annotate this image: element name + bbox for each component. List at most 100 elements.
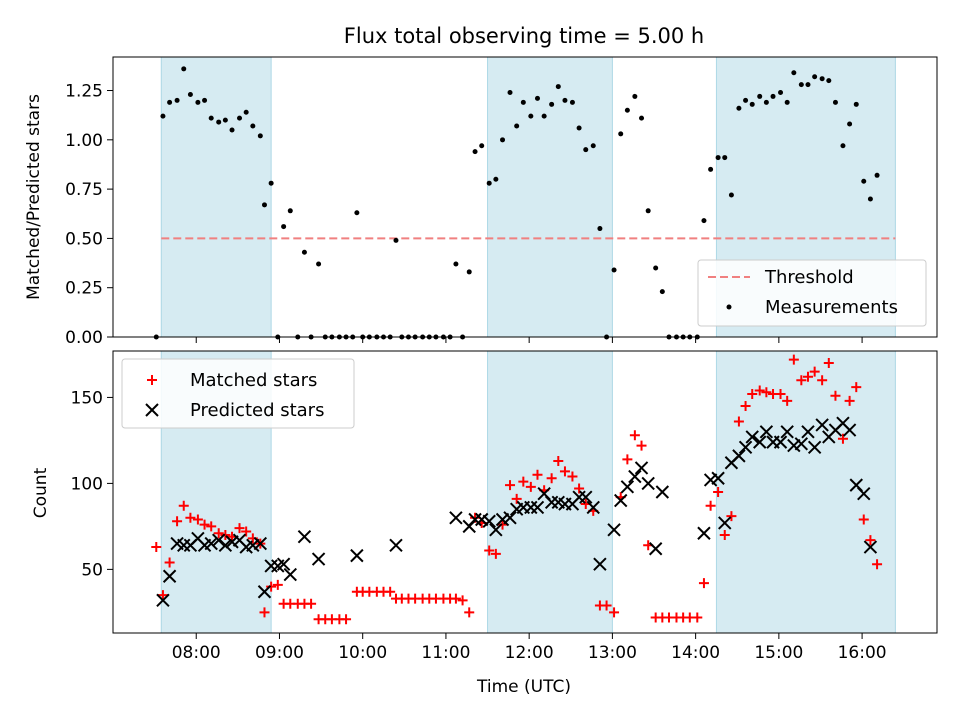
measurements-point-30 <box>354 210 360 216</box>
matched-stars-point-12 <box>234 523 245 534</box>
x-tick-label-3: 11:00 <box>421 643 470 663</box>
matched-stars-point-34 <box>385 586 396 597</box>
predicted-stars-point-76 <box>857 487 871 501</box>
measurements-point-2 <box>167 99 173 105</box>
predicted-stars-point-22 <box>350 548 364 563</box>
measurements-point-70 <box>624 107 630 113</box>
predicted-stars-point-29 <box>489 523 503 537</box>
predicted-stars-point-23 <box>389 538 403 553</box>
matched-stars-point-4 <box>178 500 189 511</box>
measurements-point-9 <box>216 119 222 125</box>
predicted-stars-point-14 <box>253 536 268 551</box>
matched-stars-point-85 <box>733 416 744 427</box>
measurements-point-106 <box>874 172 880 178</box>
matched-stars-point-93 <box>788 354 799 365</box>
predicted-stars-point-42 <box>579 490 593 504</box>
y-tick-label-4: 1.00 <box>65 131 103 151</box>
measurements-point-85 <box>728 192 734 198</box>
predicted-stars-point-55 <box>711 471 725 485</box>
measurements-point-57 <box>534 95 540 101</box>
measurements-point-19 <box>281 224 287 230</box>
predicted-stars-point-20 <box>297 529 312 544</box>
measurements-point-49 <box>479 143 485 149</box>
matched-stars-point-0 <box>151 542 162 553</box>
y-tick-label-0: 0.00 <box>65 328 103 348</box>
x-tick-label-8: 16:00 <box>838 643 887 663</box>
measurements-point-12 <box>237 115 243 121</box>
measurements-point-91 <box>770 93 776 99</box>
matched-stars-point-99 <box>830 390 841 401</box>
measurements-point-74 <box>653 265 659 271</box>
predicted-stars-point-62 <box>759 425 774 439</box>
predicted-stars-point-46 <box>614 493 628 508</box>
matched-stars-point-9 <box>213 528 224 539</box>
matched-stars-point-105 <box>872 559 883 570</box>
matched-stars-point-102 <box>851 382 862 393</box>
measurements-point-48 <box>472 149 478 155</box>
measurements-point-86 <box>736 105 742 111</box>
predicted-stars-point-7 <box>204 536 218 551</box>
top-y-axis-label: Matched/Predicted stars <box>24 94 44 300</box>
measurements-point-4 <box>181 66 187 72</box>
predicted-stars-point-8 <box>211 533 226 547</box>
measurements-point-58 <box>541 113 547 119</box>
predicted-stars-point-9 <box>218 538 233 553</box>
x-tick-label-5: 13:00 <box>588 643 637 663</box>
predicted-stars-point-45 <box>607 523 621 537</box>
matched-stars-point-61 <box>567 471 578 482</box>
measurements-point-14 <box>250 123 256 129</box>
measurements-point-61 <box>562 97 568 103</box>
predicted-stars-point-52 <box>655 485 670 499</box>
y-tick-label-3: 0.75 <box>65 180 103 200</box>
matched-stars-point-84 <box>726 511 737 522</box>
measurements-point-82 <box>708 166 714 172</box>
measurements-point-93 <box>784 99 790 105</box>
measurements-point-83 <box>715 155 721 161</box>
y-tick-label-1: 100 <box>71 474 103 494</box>
matched-stars-point-81 <box>705 500 716 511</box>
top-legend: Threshold Measurements <box>697 259 927 327</box>
measurements-point-54 <box>514 123 520 129</box>
predicted-stars-point-60 <box>745 430 759 444</box>
matched-stars-point-101 <box>844 395 855 406</box>
measurements-point-89 <box>757 93 763 99</box>
measurements-point-13 <box>243 109 249 115</box>
measurements-point-71 <box>632 93 638 99</box>
measurements-point-102 <box>847 121 853 127</box>
measurements-point-15 <box>257 133 263 139</box>
x-tick-label-4: 12:00 <box>505 643 554 663</box>
measurements-point-45 <box>453 261 459 267</box>
measurements-point-87 <box>743 97 749 103</box>
matched-stars-point-98 <box>823 358 834 369</box>
measurements-point-72 <box>639 115 645 121</box>
measurements-point-62 <box>569 99 575 105</box>
predicted-stars-point-67 <box>794 437 809 451</box>
measurements-point-55 <box>520 99 526 105</box>
matched-stars-point-58 <box>546 473 557 484</box>
x-tick-label-1: 09:00 <box>255 643 304 663</box>
predicted-stars-point-28 <box>482 514 496 528</box>
measurements-point-68 <box>611 267 617 273</box>
bottom-legend: Matched stars Predicted stars <box>121 358 355 429</box>
matched-stars-point-46 <box>464 607 475 618</box>
measurements-point-53 <box>507 89 513 95</box>
matched-stars-point-50 <box>490 548 501 559</box>
measurements-point-59 <box>549 101 555 107</box>
matched-stars-point-94 <box>796 375 807 386</box>
x-tick-label-0: 08:00 <box>172 643 221 663</box>
shaded-interval-2 <box>715 350 896 634</box>
legend-predicted-label: Predicted stars <box>190 400 324 421</box>
predicted-stars-point-24 <box>449 511 463 525</box>
measurements-point-17 <box>268 180 274 186</box>
matched-stars-point-6 <box>192 514 203 525</box>
y-tick-label-5: 1.25 <box>65 82 103 102</box>
legend-plus-marker <box>147 375 157 385</box>
measurements-point-97 <box>812 74 818 80</box>
measurements-point-20 <box>287 208 293 214</box>
measurements-point-81 <box>701 218 707 224</box>
matched-stars-point-96 <box>809 366 820 377</box>
measurements-point-3 <box>174 97 180 103</box>
matched-stars-point-92 <box>782 395 793 406</box>
measurements-point-5 <box>187 91 193 97</box>
